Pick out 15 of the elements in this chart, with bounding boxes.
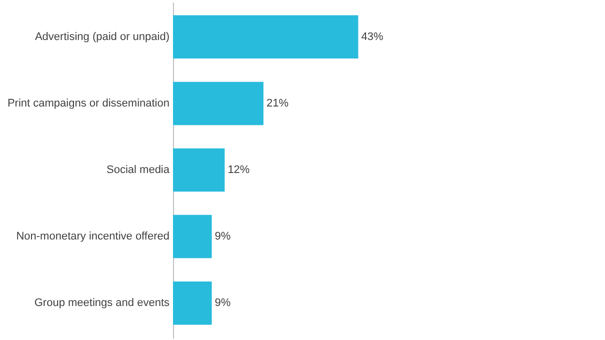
bar: [173, 148, 225, 192]
bar: [173, 15, 358, 59]
data-label: 9%: [214, 230, 231, 243]
data-label: 12%: [228, 164, 250, 176]
y-tick-label: Non-monetary incentive offered: [16, 230, 170, 243]
bar: [173, 82, 264, 126]
bar: [173, 214, 212, 258]
data-label: 21%: [266, 97, 289, 110]
y-tick-label: Group meetings and events: [34, 297, 170, 310]
data-label: 9%: [214, 297, 231, 310]
data-label: 43%: [361, 30, 384, 43]
bar: [173, 281, 212, 325]
y-tick-label: Social media: [106, 164, 170, 176]
y-tick-label: Print campaigns or dissemination: [7, 97, 170, 110]
y-tick-label: Advertising (paid or unpaid): [34, 30, 170, 43]
